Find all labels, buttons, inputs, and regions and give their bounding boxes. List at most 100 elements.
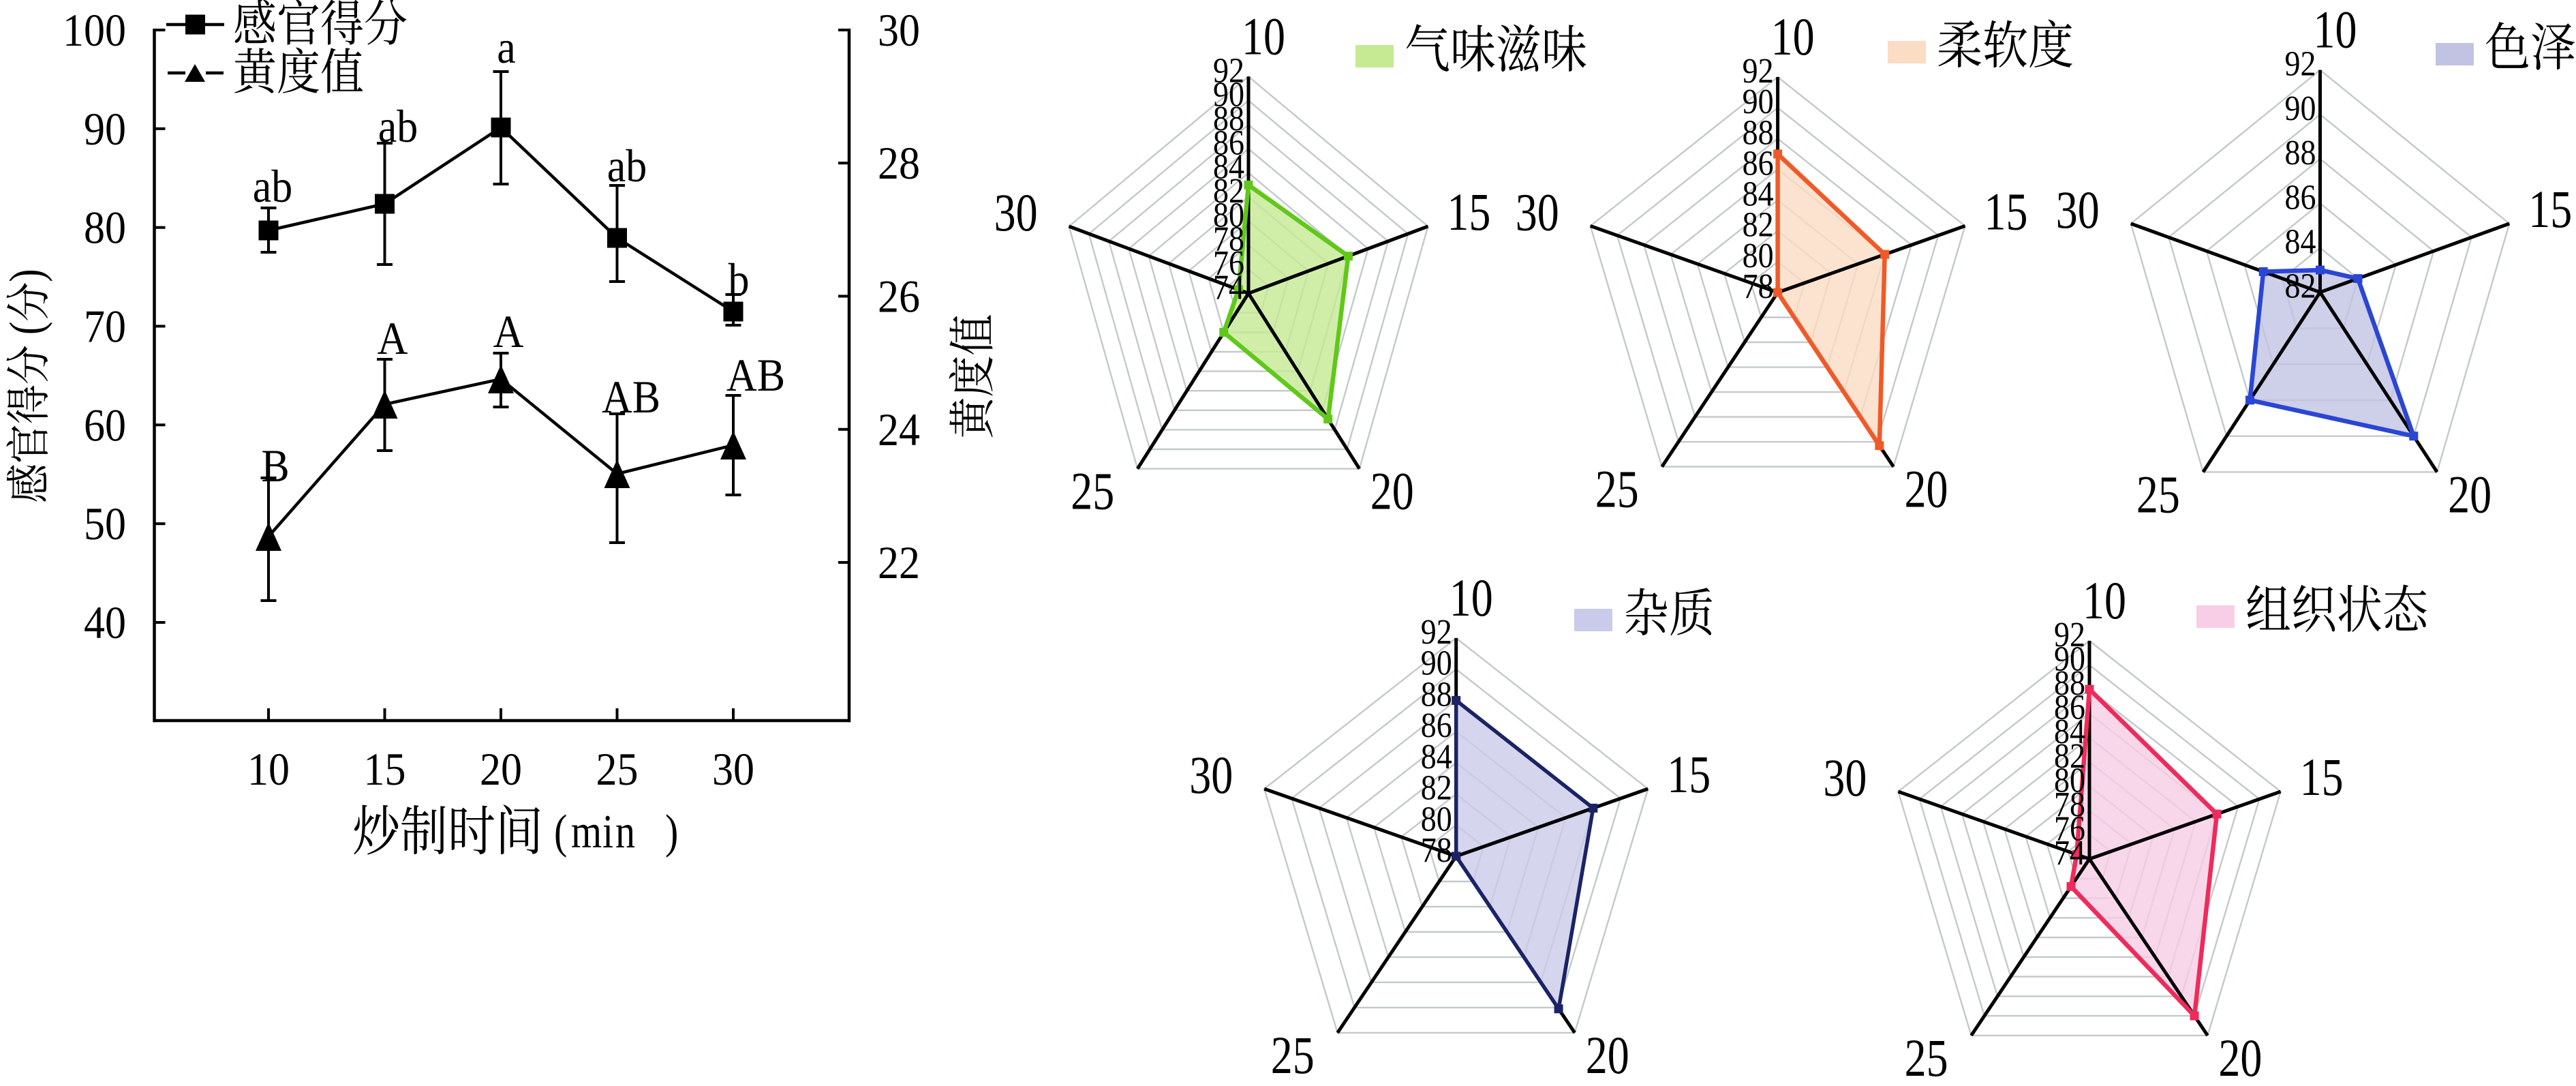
svg-text:20: 20 (1905, 460, 1948, 519)
svg-text:): ) (665, 805, 678, 858)
svg-text:20: 20 (1370, 462, 1414, 521)
svg-text:60: 60 (84, 400, 126, 451)
svg-text:100: 100 (63, 5, 126, 56)
svg-text:86: 86 (1743, 143, 1774, 183)
svg-text:86: 86 (2054, 687, 2085, 727)
svg-text:ab: ab (378, 101, 418, 152)
svg-text:10: 10 (247, 744, 290, 795)
svg-text:10: 10 (2314, 1, 2357, 59)
svg-text:90: 90 (2285, 88, 2316, 127)
svg-text:90: 90 (1743, 82, 1774, 121)
svg-text:15: 15 (364, 744, 406, 795)
svg-text:i: i (602, 805, 613, 858)
svg-text:n: n (615, 805, 635, 858)
svg-text:76: 76 (2054, 809, 2085, 848)
svg-text:92: 92 (1743, 50, 1774, 90)
svg-text:78: 78 (1421, 830, 1452, 869)
svg-text:20: 20 (480, 744, 522, 795)
svg-text:25: 25 (596, 744, 639, 795)
svg-text:10: 10 (2083, 571, 2126, 630)
svg-text:92: 92 (2285, 44, 2316, 83)
svg-text:78: 78 (1213, 219, 1244, 258)
svg-text:78: 78 (1743, 266, 1774, 305)
svg-text:92: 92 (1421, 612, 1452, 651)
svg-text:(: ( (554, 805, 567, 858)
svg-text:A: A (378, 313, 408, 364)
svg-text:70: 70 (84, 301, 126, 352)
svg-text:26: 26 (878, 271, 920, 322)
svg-text:92: 92 (1213, 50, 1244, 90)
svg-text:20: 20 (2218, 1029, 2262, 1086)
svg-text:40: 40 (84, 597, 126, 648)
svg-text:88: 88 (2054, 663, 2085, 703)
svg-text:90: 90 (1421, 643, 1452, 682)
svg-text:80: 80 (1213, 195, 1244, 235)
svg-text:80: 80 (1421, 799, 1452, 839)
svg-text:b: b (729, 254, 750, 305)
svg-text:25: 25 (2136, 465, 2180, 524)
svg-text:84: 84 (1213, 147, 1244, 186)
svg-text:80: 80 (2054, 760, 2085, 800)
svg-text:B: B (261, 440, 289, 492)
svg-text:22: 22 (878, 537, 920, 588)
svg-text:88: 88 (1743, 112, 1774, 152)
svg-text:82: 82 (2285, 266, 2316, 305)
svg-text:25: 25 (1905, 1029, 1948, 1086)
svg-text:82: 82 (1743, 205, 1774, 244)
svg-text:90: 90 (84, 104, 126, 155)
svg-text:86: 86 (2285, 177, 2316, 217)
svg-text:30: 30 (878, 5, 920, 56)
svg-text:84: 84 (1743, 174, 1774, 213)
svg-text:82: 82 (1421, 768, 1452, 807)
svg-text:28: 28 (878, 138, 920, 190)
svg-text:86: 86 (1213, 123, 1244, 162)
svg-text:m: m (571, 805, 602, 858)
svg-text:15: 15 (1447, 183, 1490, 241)
svg-text:74: 74 (1213, 267, 1244, 307)
svg-text:25: 25 (1595, 460, 1639, 519)
svg-text:84: 84 (2285, 222, 2316, 261)
svg-text:): ) (0, 269, 52, 282)
svg-text:15: 15 (1667, 745, 1711, 804)
svg-text:76: 76 (1213, 243, 1244, 282)
svg-text:20: 20 (2448, 465, 2491, 524)
svg-text:80: 80 (84, 202, 126, 254)
svg-text:82: 82 (2054, 736, 2085, 775)
svg-text:30: 30 (712, 744, 754, 795)
svg-text:92: 92 (2054, 614, 2085, 654)
svg-text:15: 15 (2300, 748, 2344, 806)
svg-text:15: 15 (1984, 182, 2028, 241)
svg-text:88: 88 (1421, 674, 1452, 714)
svg-text:88: 88 (2285, 133, 2316, 172)
svg-text:15: 15 (2528, 180, 2572, 239)
svg-text:20: 20 (1586, 1026, 1629, 1085)
svg-text:10: 10 (1450, 569, 1493, 627)
svg-text:A: A (493, 306, 524, 357)
svg-text:78: 78 (2054, 784, 2085, 824)
svg-text:80: 80 (1743, 235, 1774, 275)
svg-text:30: 30 (1516, 183, 1559, 241)
svg-text:86: 86 (1421, 706, 1452, 745)
svg-text:10: 10 (1771, 7, 1815, 66)
svg-text:30: 30 (1823, 749, 1867, 807)
svg-text:30: 30 (994, 183, 1038, 242)
svg-text:10: 10 (1242, 7, 1285, 65)
svg-text:30: 30 (2056, 181, 2100, 239)
svg-text:50: 50 (84, 499, 126, 550)
svg-text:25: 25 (1271, 1026, 1315, 1085)
svg-text:25: 25 (1071, 462, 1114, 521)
svg-text:AB: AB (726, 350, 785, 401)
svg-text:ab: ab (253, 161, 293, 212)
svg-text:ab: ab (607, 140, 647, 192)
svg-text:a: a (497, 22, 516, 73)
svg-text:AB: AB (602, 372, 660, 423)
svg-text:(: ( (0, 322, 52, 335)
svg-text:24: 24 (878, 404, 920, 455)
svg-text:82: 82 (1213, 170, 1244, 210)
svg-text:74: 74 (2054, 832, 2085, 872)
svg-text:84: 84 (1421, 736, 1452, 776)
svg-text:88: 88 (1213, 98, 1244, 138)
svg-text:90: 90 (2054, 639, 2085, 678)
svg-text:30: 30 (1189, 746, 1233, 804)
svg-text:84: 84 (2054, 712, 2085, 751)
